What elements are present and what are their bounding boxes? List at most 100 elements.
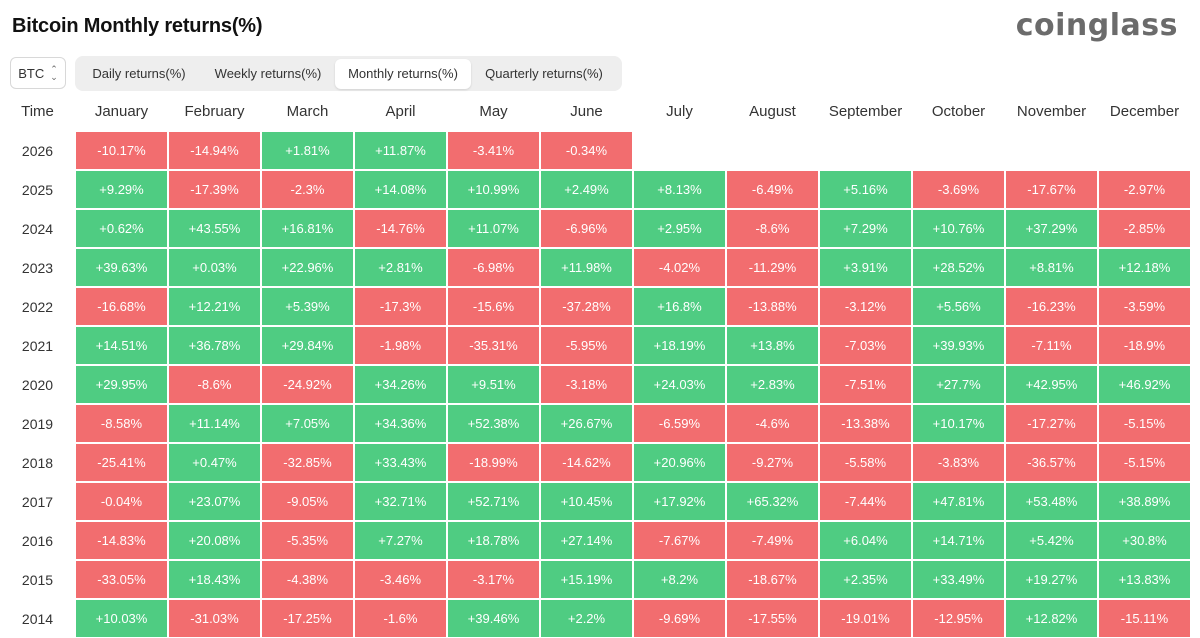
return-cell: +29.95%	[76, 366, 167, 403]
return-cell: +6.04%	[820, 522, 911, 559]
return-cell: +8.2%	[634, 561, 725, 598]
return-cell: -15.11%	[1099, 600, 1190, 637]
column-header-time: Time	[21, 103, 54, 120]
return-cell: +33.43%	[355, 444, 446, 481]
return-cell: -31.03%	[169, 600, 260, 637]
return-cell: +9.51%	[448, 366, 539, 403]
return-cell: +2.95%	[634, 210, 725, 247]
return-cell	[727, 132, 818, 169]
column-header-january: January	[94, 103, 149, 120]
column-header-december: December	[1109, 103, 1180, 120]
return-cell: -16.68%	[76, 288, 167, 325]
return-cell: -25.41%	[76, 444, 167, 481]
return-cell: -17.55%	[727, 600, 818, 637]
tab-weekly-returns[interactable]: Weekly returns(%)	[214, 66, 322, 81]
chevron-up-down-icon: ⌃ ⌄	[50, 64, 58, 82]
return-cell: +23.07%	[169, 483, 260, 520]
return-cell: +7.29%	[820, 210, 911, 247]
return-cell: +11.07%	[448, 210, 539, 247]
tab-monthly-returns[interactable]: Monthly returns(%)	[335, 58, 471, 89]
column-header-march: March	[286, 103, 329, 120]
return-cell: +5.16%	[820, 171, 911, 208]
return-cell: +18.19%	[634, 327, 725, 364]
return-cell: -6.49%	[727, 171, 818, 208]
page-title: Bitcoin Monthly returns(%)	[12, 15, 263, 37]
coinglass-logo: coinglass	[1015, 8, 1178, 43]
row-year-2025: 2025	[21, 181, 54, 198]
return-cell: -11.29%	[727, 249, 818, 286]
return-cell: +24.03%	[634, 366, 725, 403]
return-cell: +2.35%	[820, 561, 911, 598]
return-cell: +0.62%	[76, 210, 167, 247]
return-cell: +37.29%	[1006, 210, 1097, 247]
return-cell: -2.3%	[262, 171, 353, 208]
row-year-2016: 2016	[21, 532, 54, 549]
tab-daily-returns[interactable]: Daily returns(%)	[92, 66, 186, 81]
return-cell: -8.6%	[169, 366, 260, 403]
return-cell: -33.05%	[76, 561, 167, 598]
return-cell: +0.47%	[169, 444, 260, 481]
return-cell: +26.67%	[541, 405, 632, 442]
return-cell: -5.95%	[541, 327, 632, 364]
return-cell: +36.78%	[169, 327, 260, 364]
return-cell: -4.02%	[634, 249, 725, 286]
return-cell: -13.38%	[820, 405, 911, 442]
return-cell: +5.42%	[1006, 522, 1097, 559]
return-cell: -16.23%	[1006, 288, 1097, 325]
returns-period-tabs: Daily returns(%) Weekly returns(%) Month…	[75, 56, 622, 91]
column-header-october: October	[931, 103, 986, 120]
return-cell: -5.58%	[820, 444, 911, 481]
tab-quarterly-returns[interactable]: Quarterly returns(%)	[485, 66, 603, 81]
return-cell: -2.97%	[1099, 171, 1190, 208]
column-header-february: February	[184, 103, 245, 120]
return-cell: +38.89%	[1099, 483, 1190, 520]
column-header-april: April	[385, 103, 416, 120]
return-cell: -3.41%	[448, 132, 539, 169]
return-cell: +16.81%	[262, 210, 353, 247]
return-cell: +2.83%	[727, 366, 818, 403]
row-year-2021: 2021	[21, 337, 54, 354]
column-header-may: May	[479, 103, 508, 120]
return-cell: +12.18%	[1099, 249, 1190, 286]
return-cell: -7.67%	[634, 522, 725, 559]
asset-select[interactable]: BTC ⌃ ⌄	[10, 57, 66, 89]
return-cell: -0.34%	[541, 132, 632, 169]
return-cell	[1099, 132, 1190, 169]
return-cell: -7.11%	[1006, 327, 1097, 364]
return-cell: -4.38%	[262, 561, 353, 598]
row-year-2024: 2024	[21, 220, 54, 237]
return-cell: -17.27%	[1006, 405, 1097, 442]
return-cell: -35.31%	[448, 327, 539, 364]
return-cell: +47.81%	[913, 483, 1004, 520]
return-cell: +39.93%	[913, 327, 1004, 364]
return-cell: -18.9%	[1099, 327, 1190, 364]
return-cell: +27.14%	[541, 522, 632, 559]
return-cell: -19.01%	[820, 600, 911, 637]
return-cell: +14.51%	[76, 327, 167, 364]
return-cell: +18.43%	[169, 561, 260, 598]
return-cell: -7.51%	[820, 366, 911, 403]
return-cell: -3.69%	[913, 171, 1004, 208]
return-cell: +13.8%	[727, 327, 818, 364]
return-cell: -3.46%	[355, 561, 446, 598]
return-cell: +30.8%	[1099, 522, 1190, 559]
row-year-2019: 2019	[21, 415, 54, 432]
return-cell: +10.03%	[76, 600, 167, 637]
return-cell: -14.94%	[169, 132, 260, 169]
return-cell: +46.92%	[1099, 366, 1190, 403]
return-cell: -12.95%	[913, 600, 1004, 637]
return-cell: +10.99%	[448, 171, 539, 208]
return-cell: +7.27%	[355, 522, 446, 559]
row-year-2014: 2014	[21, 610, 54, 627]
return-cell: +11.14%	[169, 405, 260, 442]
return-cell: +8.81%	[1006, 249, 1097, 286]
return-cell: -7.03%	[820, 327, 911, 364]
column-header-november: November	[1016, 103, 1087, 120]
row-year-2022: 2022	[21, 298, 54, 315]
return-cell: -1.98%	[355, 327, 446, 364]
return-cell: +3.91%	[820, 249, 911, 286]
return-cell: -8.6%	[727, 210, 818, 247]
return-cell: +9.29%	[76, 171, 167, 208]
monthly-returns-table: Time January February March April May June July…	[0, 92, 1200, 638]
return-cell: -10.17%	[76, 132, 167, 169]
